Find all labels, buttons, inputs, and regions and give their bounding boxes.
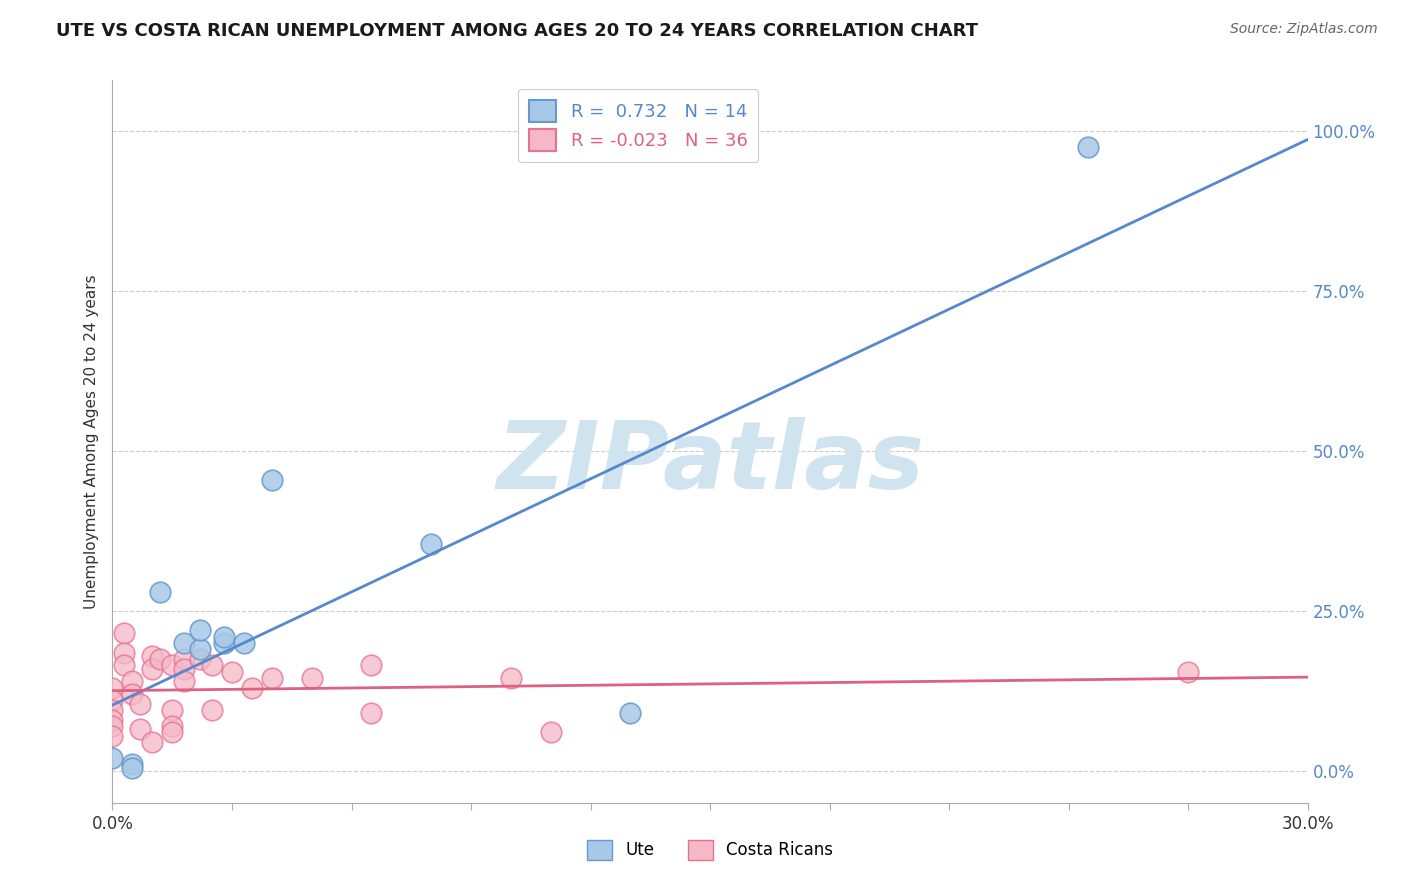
Point (260, 473, 283, 487)
Text: UTE VS COSTA RICAN UNEMPLOYMENT AMONG AGES 20 TO 24 YEARS CORRELATION CHART: UTE VS COSTA RICAN UNEMPLOYMENT AMONG AG… (56, 22, 979, 40)
Point (240, 681, 263, 695)
Y-axis label: Unemployment Among Ages 20 to 24 years: Unemployment Among Ages 20 to 24 years (83, 274, 98, 609)
Legend: Ute, Costa Ricans: Ute, Costa Ricans (581, 833, 839, 867)
Point (1177, 665, 1199, 679)
Point (499, 671, 522, 685)
Point (141, 648, 163, 663)
Point (162, 703, 183, 717)
Point (201, 703, 224, 717)
Point (540, 725, 562, 739)
Text: ZIPatlas: ZIPatlas (496, 417, 924, 509)
Point (149, 584, 172, 599)
Point (141, 735, 163, 749)
Point (173, 652, 195, 666)
Point (188, 623, 211, 637)
Point (1077, 140, 1099, 154)
Point (101, 729, 124, 743)
Point (201, 658, 224, 673)
Point (114, 646, 135, 660)
Point (619, 706, 641, 721)
Point (212, 636, 235, 650)
Point (101, 681, 124, 695)
Point (301, 671, 323, 685)
Point (149, 652, 172, 666)
Point (121, 674, 143, 689)
Point (188, 652, 211, 666)
Point (121, 761, 143, 775)
Point (162, 725, 183, 739)
Point (221, 665, 243, 679)
Point (114, 626, 135, 640)
Text: Source: ZipAtlas.com: Source: ZipAtlas.com (1230, 22, 1378, 37)
Point (173, 661, 195, 675)
Point (173, 636, 195, 650)
Point (162, 719, 183, 733)
Point (233, 636, 256, 650)
Point (101, 713, 124, 727)
Point (101, 693, 124, 707)
Point (420, 537, 443, 551)
Point (101, 719, 124, 733)
Point (188, 642, 211, 657)
Point (141, 661, 163, 675)
Point (101, 703, 124, 717)
Point (173, 674, 195, 689)
Point (129, 723, 152, 737)
Point (260, 671, 283, 685)
Point (114, 658, 135, 673)
Point (360, 706, 382, 721)
Point (121, 687, 143, 701)
Point (129, 697, 152, 711)
Point (101, 751, 124, 765)
Point (360, 658, 382, 673)
Point (212, 630, 235, 644)
Point (121, 757, 143, 772)
Point (162, 658, 183, 673)
